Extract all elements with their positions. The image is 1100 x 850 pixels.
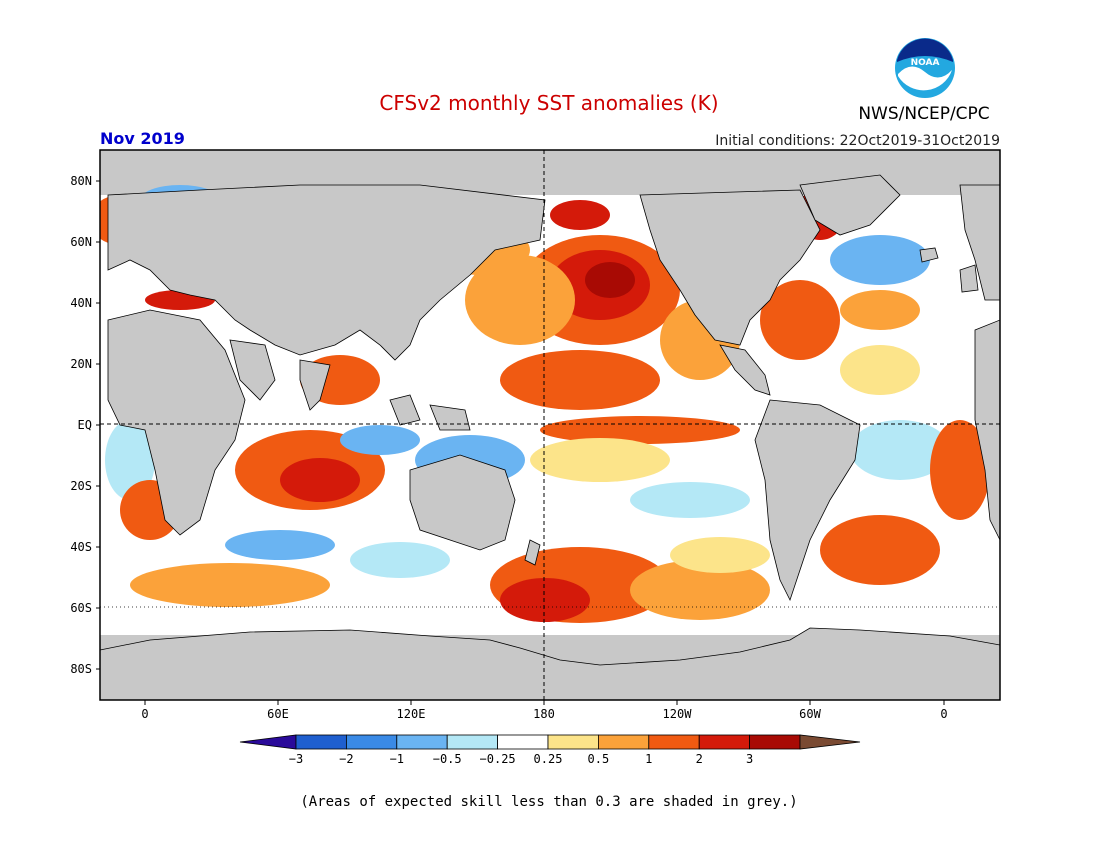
colorbar-swatch <box>396 734 448 750</box>
lat-label: 40S <box>70 540 92 554</box>
colorbar-tick-label: −0.25 <box>480 752 516 766</box>
org-label: NWS/NCEP/CPC <box>858 104 989 124</box>
colorbar-tick-label: 0.25 <box>534 752 563 766</box>
land-masses <box>100 174 1000 700</box>
colorbar: −3 −2 −1 −0.5 −0.25 0.25 0.5 1 2 3 <box>239 734 861 766</box>
lat-label: 80N <box>70 174 92 188</box>
lon-label: 60E <box>267 707 289 721</box>
lat-label: 60S <box>70 601 92 615</box>
initial-conditions-label: Initial conditions: 22Oct2019-31Oct2019 <box>715 133 1000 149</box>
lat-label: 20N <box>70 357 92 371</box>
colorbar-swatch <box>345 734 398 750</box>
colorbar-swatch <box>446 734 499 750</box>
lat-label: 40N <box>70 296 92 310</box>
lon-label: 60W <box>799 707 821 721</box>
colorbar-swatch <box>698 734 751 750</box>
colorbar-swatch <box>598 734 650 750</box>
lat-label: EQ <box>78 418 92 432</box>
colorbar-swatch <box>749 734 801 750</box>
latitude-axis: 80N 60N 40N 20N EQ 20S 40S 60S 80S <box>70 174 100 676</box>
lon-label: 0 <box>940 707 947 721</box>
skill-footnote: (Areas of expected skill less than 0.3 a… <box>300 794 797 810</box>
anomaly-field <box>100 185 990 623</box>
colorbar-tick-label: −0.5 <box>433 752 462 766</box>
lon-label: 180 <box>533 707 555 721</box>
lon-label: 0 <box>141 707 148 721</box>
colorbar-tick-label: −3 <box>289 752 303 766</box>
colorbar-tick-label: 2 <box>696 752 703 766</box>
colorbar-tick-label: −2 <box>339 752 353 766</box>
colorbar-swatch <box>547 734 599 750</box>
colorbar-tick-label: 3 <box>746 752 753 766</box>
lon-label: 120W <box>663 707 693 721</box>
lat-label: 20S <box>70 479 92 493</box>
colorbar-swatch <box>648 734 700 750</box>
colorbar-arrow-high <box>799 734 861 750</box>
lat-label: 80S <box>70 662 92 676</box>
longitude-axis: 0 60E 120E 180 120W 60W 0 <box>141 700 948 721</box>
colorbar-tick-label: 0.5 <box>588 752 610 766</box>
colorbar-swatch <box>497 734 549 750</box>
colorbar-tick-label: −1 <box>390 752 404 766</box>
lat-label: 60N <box>70 235 92 249</box>
colorbar-swatch <box>295 734 347 750</box>
map-content <box>100 150 1000 700</box>
figure-title: CFSv2 monthly SST anomalies (K) <box>379 91 718 115</box>
colorbar-tick-label: 1 <box>645 752 652 766</box>
noaa-logo: NOAA <box>895 38 955 98</box>
svg-text:NOAA: NOAA <box>911 58 940 68</box>
lon-label: 120E <box>397 707 426 721</box>
colorbar-arrow-low <box>239 734 297 750</box>
forecast-month-label: Nov 2019 <box>100 129 185 148</box>
